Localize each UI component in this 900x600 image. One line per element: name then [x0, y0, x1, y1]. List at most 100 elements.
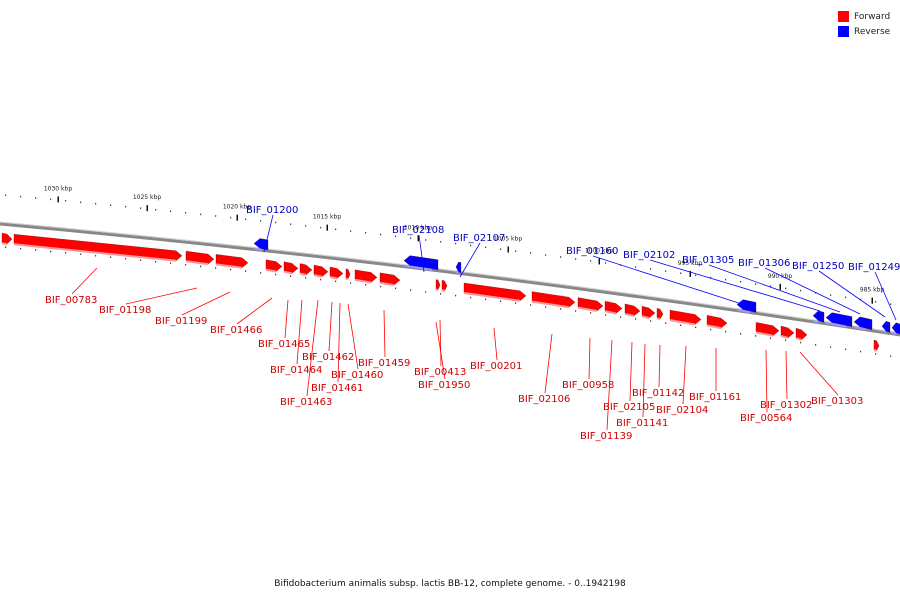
reverse-swatch — [838, 26, 849, 37]
scale-dot — [830, 346, 832, 348]
forward-gene-label: BIF_00564 — [740, 413, 792, 424]
legend-reverse: Reverse — [838, 24, 890, 39]
scale-dot — [785, 287, 787, 290]
scale-dot — [500, 248, 502, 251]
scale-dot — [725, 330, 727, 333]
scale-dot — [275, 273, 277, 276]
forward-gene-label: BIF_01199 — [155, 316, 207, 327]
gene-arrow — [455, 261, 462, 273]
forward-gene-label: BIF_01139 — [580, 431, 632, 442]
scale-dot — [845, 296, 847, 299]
forward-gene-label: BIF_01950 — [418, 380, 470, 391]
gene-arrow — [604, 301, 623, 314]
scale-tick-label: 1005 kbp — [494, 236, 522, 243]
forward-gene-label: BIF_01461 — [311, 383, 363, 394]
genome-caption: Bifidobacterium animalis subsp. lactis B… — [274, 579, 626, 589]
scale-dot — [455, 294, 457, 297]
gene-leader-line — [764, 267, 861, 315]
scale-dot — [755, 335, 757, 337]
gene-arrow — [624, 303, 641, 317]
legend-forward-label: Forward — [854, 11, 891, 22]
scale-dot — [650, 320, 652, 322]
gene-shadow — [881, 330, 887, 334]
gene-shadow — [641, 315, 650, 320]
scale-dot — [635, 318, 637, 320]
gene-arrow — [345, 268, 351, 280]
forward-gene-label: BIF_00783 — [45, 295, 97, 306]
scale-dot — [200, 265, 202, 268]
scale-dot — [95, 254, 97, 257]
gene-leader-line — [181, 291, 231, 316]
scale-dot — [890, 303, 892, 305]
reverse-gene-label: BIF_02102 — [623, 250, 675, 261]
scale-dot — [260, 272, 262, 274]
scale-dot — [560, 256, 562, 258]
scale-dot — [515, 250, 517, 252]
scale-dot — [350, 282, 352, 284]
forward-swatch — [838, 11, 849, 22]
scale-tick-label: 1020 kbp — [223, 204, 251, 211]
gene-shadow — [313, 274, 323, 278]
gene-leader-line — [337, 302, 341, 383]
scale-major-tick — [236, 214, 238, 221]
forward-gene-label: BIF_01161 — [689, 392, 741, 403]
scale-tick-label: 1030 kbp — [44, 185, 72, 192]
reverse-gene-label: BIF_01305 — [682, 255, 734, 266]
gene-shadow — [283, 270, 293, 275]
scale-tick-label: 985 kbp — [860, 287, 885, 294]
gene-leader-line — [493, 327, 498, 361]
gene-arrow — [441, 280, 448, 292]
gene-leader-line — [383, 309, 386, 358]
gene-arrow — [531, 291, 576, 308]
gene-shadow — [329, 275, 338, 280]
scale-dot — [395, 287, 397, 290]
reverse-gene-label: BIF_01160 — [566, 246, 618, 257]
gene-shadow — [780, 335, 789, 339]
reverse-gene-label: BIF_02108 — [392, 225, 444, 236]
gene-arrow — [283, 261, 299, 274]
gene-shadow — [253, 247, 263, 251]
scale-dot — [500, 300, 502, 303]
gene-leader-line — [439, 319, 442, 367]
scale-dot — [875, 301, 877, 303]
scale-major-tick — [146, 205, 148, 212]
gene-shadow — [873, 349, 877, 352]
scale-dot — [860, 350, 862, 353]
scale-tick-label: 1010 kbp — [404, 224, 432, 231]
legend-forward: Forward — [838, 9, 890, 24]
scale-dot — [80, 201, 82, 204]
forward-gene-label: BIF_01463 — [280, 397, 332, 408]
gene-arrow — [329, 266, 344, 279]
scale-dot — [680, 324, 682, 327]
scale-dot — [50, 250, 52, 253]
gene-arrow — [780, 325, 795, 339]
reverse-gene-label: BIF_01306 — [738, 258, 790, 269]
legend: Forward Reverse — [838, 9, 890, 39]
scale-dot — [680, 272, 682, 275]
gene-leader-line — [785, 350, 788, 400]
scale-dot — [245, 218, 247, 220]
scale-major-tick — [507, 246, 509, 253]
forward-gene-label: BIF_01465 — [258, 339, 310, 350]
scale-dot — [485, 246, 487, 249]
gene-leader-line — [799, 351, 839, 396]
gene-leader-line — [71, 267, 98, 295]
gene-arrow — [891, 322, 900, 335]
scale-dot — [365, 284, 367, 286]
scale-dot — [875, 353, 877, 355]
scale-dot — [530, 304, 532, 306]
scale-dot — [230, 216, 232, 219]
scale-dot — [710, 276, 712, 279]
scale-dot — [155, 260, 157, 263]
gene-arrow — [656, 308, 664, 320]
scale-dot — [305, 277, 307, 279]
scale-dot — [230, 268, 232, 271]
scale-dot — [650, 268, 652, 270]
reverse-gene-label: BIF_01250 — [792, 261, 844, 272]
gene-leader-line — [328, 301, 333, 352]
scale-dot — [395, 235, 397, 238]
scale-dot — [545, 306, 547, 308]
scale-dot — [260, 220, 262, 222]
scale-dot — [80, 253, 82, 256]
gene-shadow — [215, 263, 243, 269]
